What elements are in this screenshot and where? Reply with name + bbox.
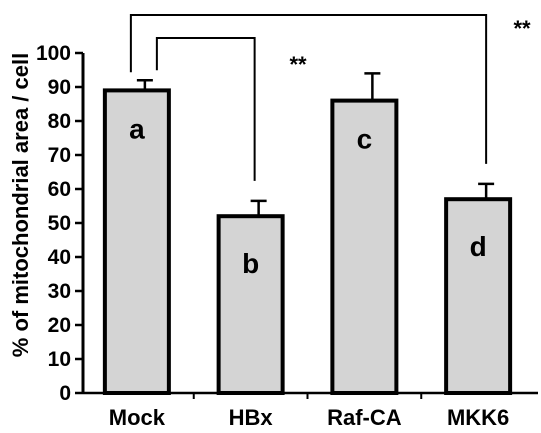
- axes-group: 0 10 20 30 40 50 60 70 80 90 100: [36, 42, 538, 405]
- significance-label: **: [289, 52, 307, 77]
- significance-label: **: [513, 16, 531, 41]
- bar-raf-ca: [330, 98, 399, 395]
- bar-letter: d: [470, 231, 487, 262]
- y-tick-label: 70: [48, 144, 71, 167]
- bar-letter: a: [129, 113, 145, 144]
- significance-bracket: [129, 14, 488, 164]
- y-tick-label: 50: [48, 212, 71, 235]
- y-tick-label: 100: [36, 42, 71, 65]
- bar-mkk6: [444, 197, 513, 395]
- bar-letter: c: [357, 124, 373, 155]
- y-tick-label: 10: [48, 348, 71, 371]
- y-tick-label: 20: [48, 314, 71, 337]
- y-tick-label: 40: [48, 246, 71, 269]
- bars-group: a Mock b HBx c Raf-CA d MKK6: [102, 72, 513, 430]
- x-tick-label: Raf-CA: [327, 405, 402, 430]
- y-tick-label: 60: [48, 178, 71, 201]
- bar-letter: b: [242, 248, 259, 279]
- significance-bracket: [155, 37, 256, 181]
- y-tick-label: 80: [48, 110, 71, 133]
- x-tick-label: HBx: [229, 405, 274, 430]
- bar-hbx: [216, 214, 285, 395]
- y-axis-label: % of mitochondrial area / cell: [8, 53, 33, 357]
- y-tick-label: 0: [59, 382, 71, 405]
- y-tick-label: 30: [48, 280, 71, 303]
- x-tick-label: MKK6: [447, 405, 509, 430]
- bar-mock: [102, 88, 171, 396]
- x-tick-label: Mock: [109, 405, 166, 430]
- y-tick-label: 90: [48, 76, 71, 99]
- significance-group: ** **: [129, 14, 531, 181]
